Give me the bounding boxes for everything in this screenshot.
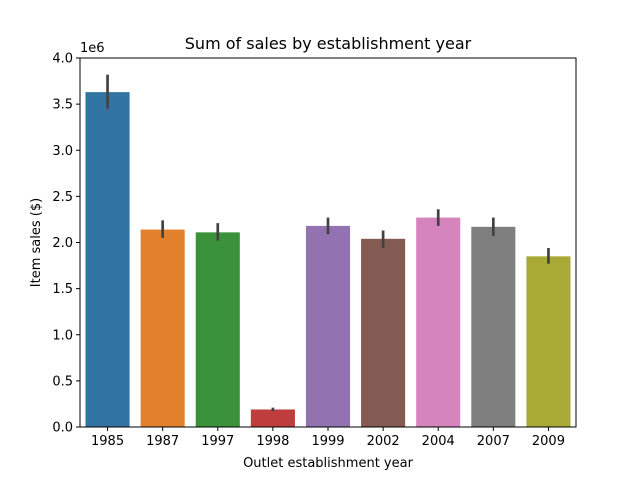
y-tick-label: 1.5 — [52, 282, 73, 297]
y-tick-label: 3.0 — [52, 144, 73, 159]
y-tick-label: 0.5 — [52, 374, 73, 389]
y-tick-label: 0.0 — [52, 421, 73, 436]
y-tick-label: 4.0 — [52, 52, 73, 67]
bar-2004 — [416, 217, 461, 427]
bar-1987 — [140, 229, 185, 427]
plot-frame — [79, 57, 577, 428]
y-axis-label: Item sales ($) — [29, 198, 44, 287]
bar-2002 — [361, 238, 406, 427]
bar-1985 — [85, 92, 130, 427]
y-tick-label: 2.0 — [52, 236, 73, 251]
x-tick-label: 2009 — [532, 434, 565, 449]
bar-2007 — [471, 226, 516, 427]
bar-1999 — [305, 225, 351, 427]
bar-1997 — [195, 232, 240, 427]
y-tick-label: 2.5 — [52, 190, 73, 205]
x-tick-label: 1997 — [201, 434, 234, 449]
x-tick-label: 2002 — [367, 434, 400, 449]
x-tick-label: 2004 — [422, 434, 455, 449]
bar-1998 — [250, 409, 295, 427]
x-tick-label: 2007 — [477, 434, 510, 449]
x-tick-label: 1985 — [91, 434, 124, 449]
y-axis-offset-label: 1e6 — [80, 41, 105, 56]
x-axis-label: Outlet establishment year — [243, 456, 414, 471]
x-tick-label: 1998 — [256, 434, 289, 449]
bars-group — [85, 92, 571, 427]
x-axis-ticks: 1985 1987 1997 1998 1999 2002 2004 2007 2009 — [91, 427, 565, 449]
y-tick-label: 1.0 — [52, 328, 73, 343]
error-bars-group — [106, 74, 550, 412]
x-tick-label: 1987 — [146, 434, 179, 449]
bar-2009 — [526, 256, 571, 427]
chart-title: Sum of sales by establishment year — [185, 34, 472, 53]
y-tick-label: 3.5 — [52, 98, 73, 113]
y-axis-ticks: 0.0 0.5 1.0 1.5 2.0 2.5 3.0 3.5 4.0 — [52, 52, 80, 436]
x-tick-label: 1999 — [311, 434, 344, 449]
